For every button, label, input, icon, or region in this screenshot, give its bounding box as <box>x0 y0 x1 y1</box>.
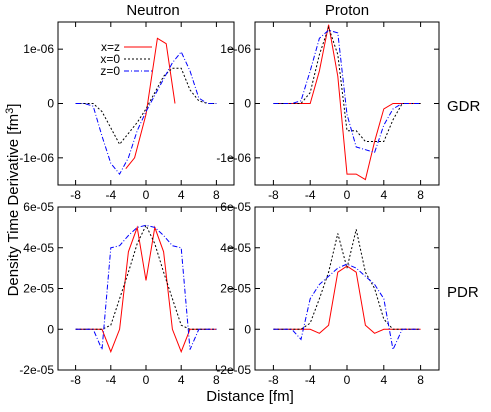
x-tick-label: 0 <box>143 373 150 387</box>
y-tick-label: 0 <box>244 322 251 336</box>
y-tick-label: 1e-06 <box>220 42 251 56</box>
x-tick-label: -4 <box>305 373 316 387</box>
x-tick-label: 0 <box>143 188 150 202</box>
x-tick-label: 8 <box>213 188 220 202</box>
row-label-gdr: GDR <box>447 98 481 115</box>
x-tick-label: -4 <box>105 188 116 202</box>
x-tick-label: 8 <box>213 373 220 387</box>
x-tick-label: -8 <box>70 373 81 387</box>
y-tick-label: -1e-06 <box>19 151 54 165</box>
series-line-x=0 <box>75 67 217 146</box>
legend: x=zx=0z=0 <box>100 40 152 78</box>
x-tick-label: -8 <box>268 373 279 387</box>
y-tick-label: 0 <box>244 97 251 111</box>
column-title-neutron: Neutron <box>126 2 179 19</box>
panel-0: -8 -4 0 4 8 -1e-06 0 1e-06 <box>19 21 235 202</box>
x-tick-label: 8 <box>417 188 424 202</box>
legend-label: z=0 <box>100 64 120 78</box>
x-tick-label: 4 <box>178 373 185 387</box>
y-tick-label: 2e-05 <box>23 282 54 296</box>
y-tick-label: -1e-06 <box>216 151 251 165</box>
legend-label: x=z <box>101 40 120 54</box>
y-tick-label: 6e-05 <box>23 200 54 214</box>
series-line-z=0 <box>273 263 421 352</box>
x-tick-label: -4 <box>105 373 116 387</box>
series-line-x=0 <box>273 25 421 142</box>
series-line-x=z <box>273 265 421 334</box>
x-tick-label: -8 <box>70 188 81 202</box>
x-tick-label: 4 <box>380 188 387 202</box>
x-tick-label: -8 <box>268 188 279 202</box>
y-tick-label: -2e-05 <box>19 363 54 377</box>
legend-label: x=0 <box>100 52 120 66</box>
x-tick-label: 4 <box>178 188 185 202</box>
row-label-pdr: PDR <box>447 284 479 301</box>
x-tick-label: 0 <box>344 373 351 387</box>
series-line-z=0 <box>75 224 217 350</box>
series-line-x=0 <box>273 229 421 330</box>
panel-1: -8 -4 0 4 8 -1e-06 0 1e-06 <box>216 21 440 202</box>
y-tick-label: 4e-05 <box>220 241 251 255</box>
x-tick-label: 8 <box>417 373 424 387</box>
series-line-x=z <box>75 225 217 354</box>
y-tick-label: 0 <box>47 322 54 336</box>
x-tick-label: 0 <box>344 188 351 202</box>
x-tick-label: 4 <box>380 373 387 387</box>
y-tick-label: 4e-05 <box>23 241 54 255</box>
panel-2: -8 -4 0 4 8 -2e-05 0 2e-05 4e-05 6e-05 <box>19 200 235 387</box>
y-axis-title: Density Time Derivative [fm3] <box>4 104 22 297</box>
y-tick-label: 2e-05 <box>220 282 251 296</box>
series-line-z=0 <box>273 29 421 154</box>
column-title-proton: Proton <box>325 2 369 19</box>
x-axis-title: Distance [fm] <box>206 388 294 405</box>
panel-frame <box>57 206 235 371</box>
panel-frame <box>254 206 440 371</box>
y-tick-label: 0 <box>47 97 54 111</box>
y-tick-label: 6e-05 <box>220 200 251 214</box>
y-tick-label: -2e-05 <box>216 363 251 377</box>
series-line-x=0 <box>75 224 217 330</box>
y-tick-label: 1e-06 <box>23 42 54 56</box>
series-line-x=z <box>125 37 176 170</box>
x-tick-label: -4 <box>305 188 316 202</box>
